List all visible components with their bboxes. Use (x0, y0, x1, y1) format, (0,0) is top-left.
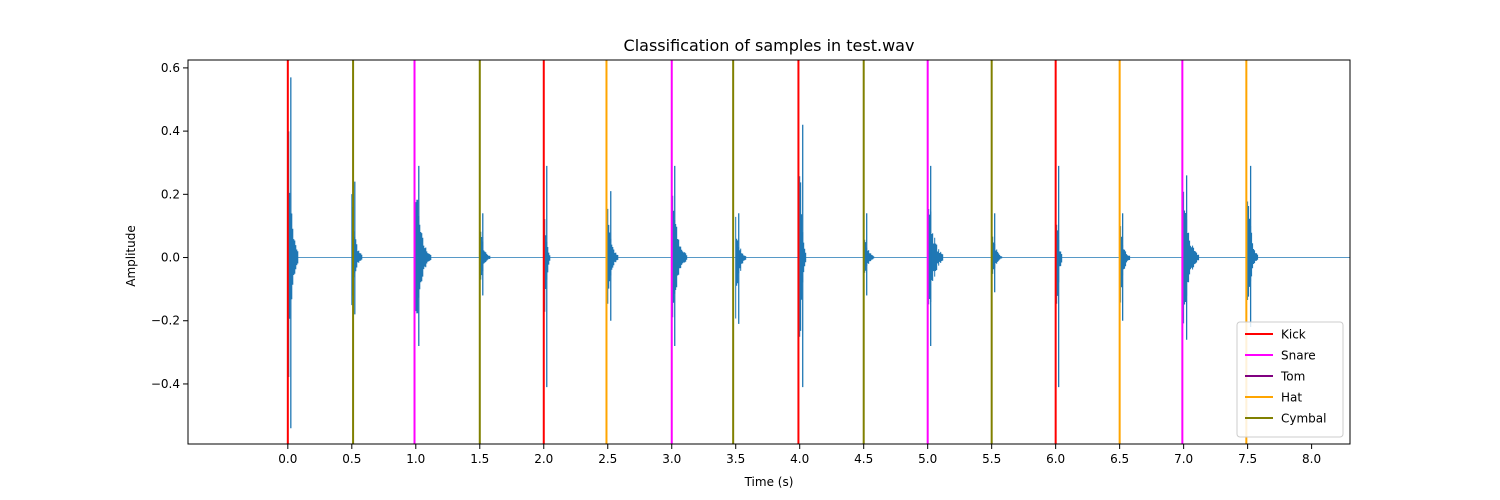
x-tick-label: 4.5 (854, 452, 873, 466)
legend-label-cymbal: Cymbal (1281, 412, 1326, 426)
plot-area: 0.0 0.5 1.0 1.5 2.0 2.5 3.0 3.5 4.0 4.5 5.0 5.5 6.0 6… (151, 59, 1351, 466)
x-tick-label: 1.5 (470, 452, 489, 466)
y-tick-label: −0.2 (151, 314, 180, 328)
y-axis-label: Amplitude (124, 225, 138, 287)
x-tick-label: 5.5 (982, 452, 1001, 466)
x-tick-label: 0.5 (342, 452, 361, 466)
legend-box (1236, 321, 1344, 438)
x-tick-label: 4.0 (790, 452, 809, 466)
axes-frame (187, 59, 1351, 445)
x-tick-label: 8.0 (1302, 452, 1321, 466)
x-tick-label: 1.0 (406, 452, 425, 466)
x-tick-label: 3.0 (662, 452, 681, 466)
y-tick-label: 0.2 (161, 187, 180, 201)
y-tick-label: −0.4 (151, 377, 180, 391)
x-tick-label: 2.5 (598, 452, 617, 466)
x-tick-label: 7.5 (1238, 452, 1257, 466)
x-tick-label: 5.0 (918, 452, 937, 466)
chart-title: Classification of samples in test.wav (624, 36, 915, 55)
legend-label-tom: Tom (1280, 370, 1305, 384)
x-tick-label: 6.5 (1110, 452, 1129, 466)
legend-label-kick: Kick (1281, 328, 1306, 342)
legend-label-snare: Snare (1281, 349, 1316, 363)
x-tick-label: 3.5 (726, 452, 745, 466)
x-tick-label: 7.0 (1174, 452, 1193, 466)
x-axis-label: Time (s) (744, 475, 794, 489)
x-tick-label: 2.0 (534, 452, 553, 466)
y-tick-label: 0.6 (161, 61, 180, 75)
x-tick-label: 6.0 (1046, 452, 1065, 466)
y-tick-label: 0.4 (161, 124, 180, 138)
y-tick-label: 0.0 (161, 251, 180, 265)
legend-label-hat: Hat (1281, 391, 1302, 405)
x-tick-label: 0.0 (278, 452, 297, 466)
legend: Kick Snare Tom Hat Cymbal (1236, 321, 1344, 438)
